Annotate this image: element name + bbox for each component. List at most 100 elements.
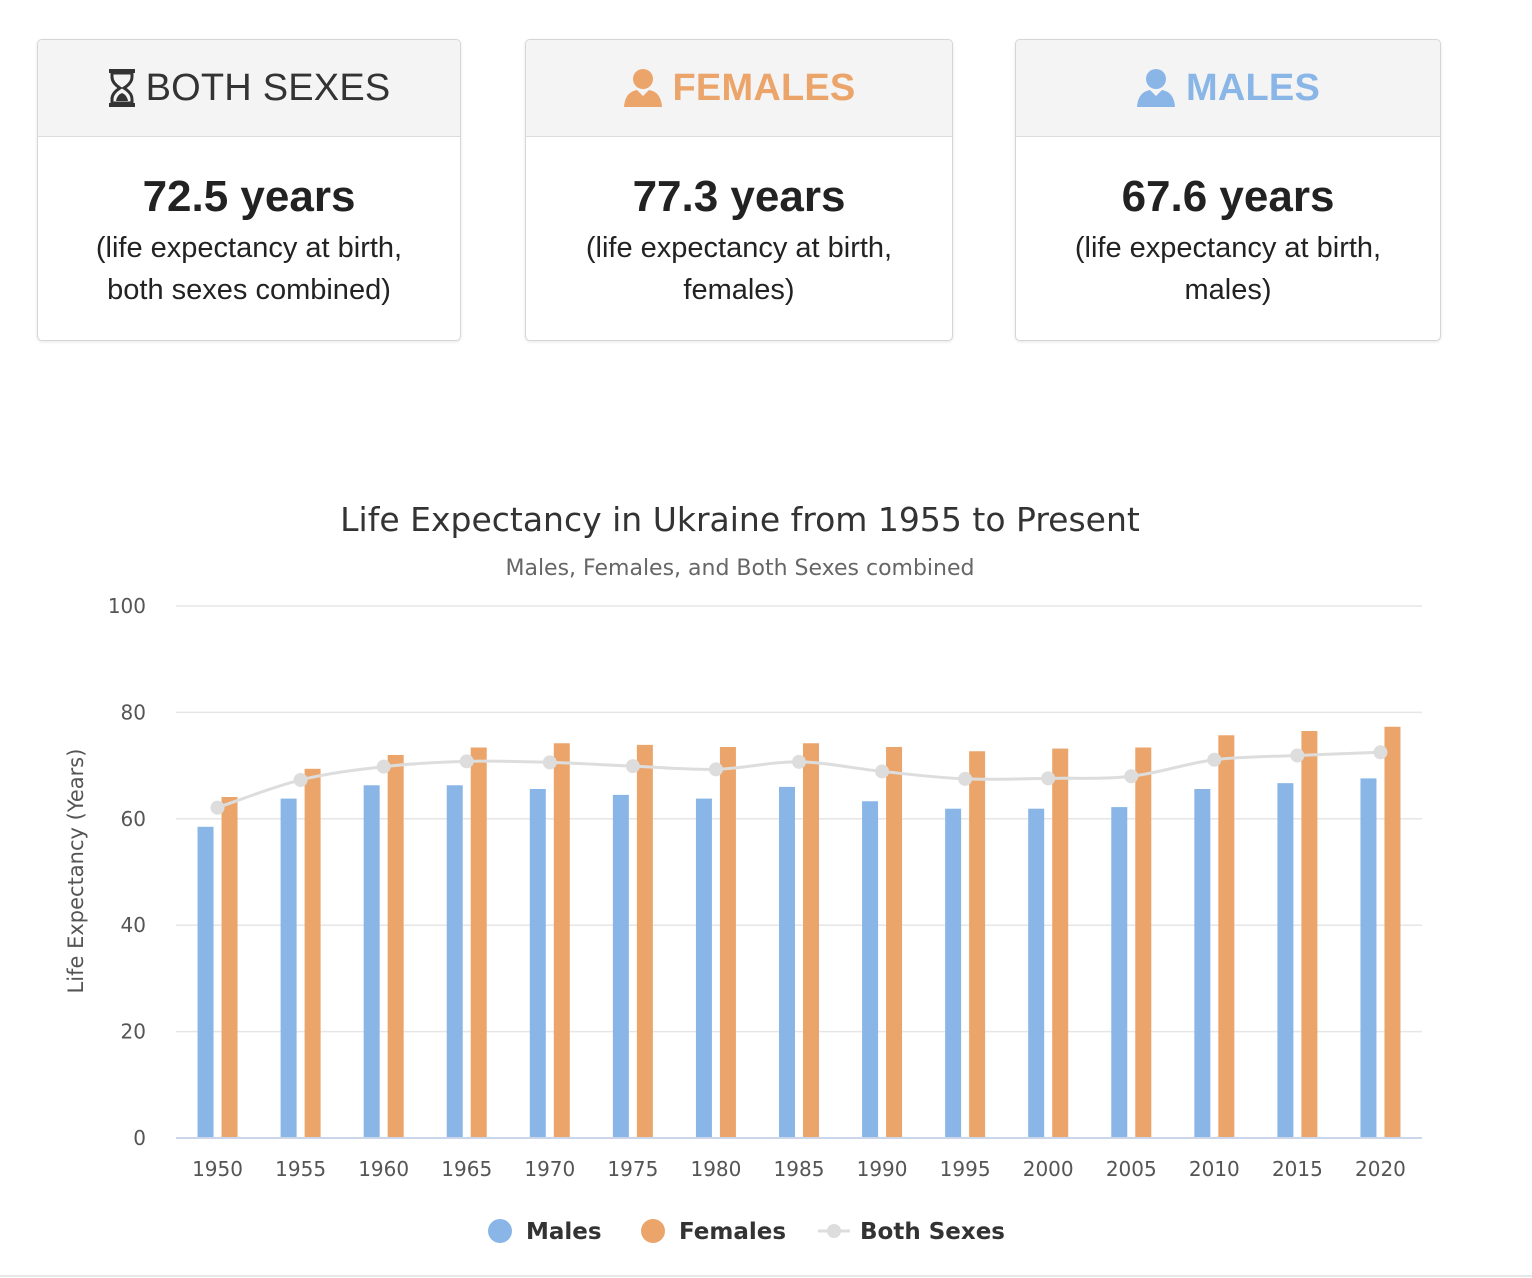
- x-tick-label: 1990: [857, 1157, 908, 1181]
- legend-label: Both Sexes: [860, 1219, 1005, 1245]
- legend-item-both-sexes[interactable]: Both Sexes: [818, 1219, 1005, 1245]
- point-both-sexes[interactable]: [1207, 752, 1222, 767]
- point-both-sexes[interactable]: [459, 754, 474, 769]
- y-tick-label: 0: [133, 1126, 146, 1150]
- y-tick-label: 60: [121, 807, 146, 831]
- y-tick-label: 20: [121, 1020, 146, 1044]
- chart-bars: [197, 726, 1401, 1138]
- x-tick-label: 1985: [774, 1157, 825, 1181]
- card-females-header: FEMALES: [526, 40, 952, 137]
- card-both-sexes-desc-line2: both sexes combined): [107, 274, 391, 307]
- bar-males[interactable]: [197, 826, 214, 1138]
- chart-legend[interactable]: Males Females Both Sexes: [488, 1219, 1005, 1245]
- bar-males[interactable]: [446, 785, 463, 1138]
- point-both-sexes[interactable]: [1290, 748, 1305, 763]
- legend-marker: [641, 1219, 665, 1243]
- bar-females[interactable]: [1218, 735, 1235, 1138]
- bar-females[interactable]: [1301, 731, 1318, 1138]
- x-tick-label: 1980: [690, 1157, 741, 1181]
- bar-males[interactable]: [1028, 808, 1045, 1138]
- legend-item-males[interactable]: Males: [488, 1219, 602, 1245]
- point-both-sexes[interactable]: [1041, 771, 1056, 786]
- bar-males[interactable]: [529, 789, 546, 1138]
- bar-females[interactable]: [636, 744, 653, 1138]
- bar-females[interactable]: [1135, 747, 1152, 1138]
- bar-males[interactable]: [1360, 778, 1377, 1138]
- card-males-desc-line1: (life expectancy at birth,: [1074, 232, 1382, 265]
- point-both-sexes[interactable]: [625, 759, 640, 774]
- bar-females[interactable]: [969, 751, 986, 1138]
- bar-males[interactable]: [945, 808, 962, 1138]
- bar-males[interactable]: [1194, 789, 1211, 1138]
- card-males-title: MALES: [1186, 67, 1320, 109]
- user-icon: [623, 69, 662, 107]
- bar-males[interactable]: [280, 798, 297, 1138]
- card-females-title: FEMALES: [672, 67, 856, 109]
- y-axis-title: Life Expectancy (Years): [64, 749, 88, 994]
- user-icon: [1137, 69, 1175, 107]
- legend-marker: [827, 1224, 841, 1238]
- card-both-sexes: BOTH SEXES 72.5 years (life expectancy a…: [37, 39, 461, 341]
- bar-males[interactable]: [779, 786, 795, 1138]
- chart-axes: 0 20 40 60 80 100 1950 1955 1960 1965 1970 1975 1980…: [108, 594, 1422, 1181]
- point-both-sexes[interactable]: [708, 762, 723, 777]
- point-both-sexes[interactable]: [792, 754, 806, 769]
- bar-females[interactable]: [1384, 726, 1401, 1138]
- y-tick-label: 40: [121, 913, 146, 937]
- legend-label: Females: [679, 1219, 786, 1245]
- x-tick-label: 2010: [1189, 1157, 1240, 1181]
- page-bottom-rule: [0, 1275, 1532, 1277]
- point-both-sexes[interactable]: [958, 771, 973, 786]
- point-both-sexes[interactable]: [1124, 769, 1139, 784]
- legend-marker: [488, 1219, 512, 1243]
- point-both-sexes[interactable]: [1373, 745, 1388, 760]
- bar-males[interactable]: [862, 801, 879, 1138]
- bar-females[interactable]: [803, 743, 819, 1138]
- bar-females[interactable]: [470, 747, 487, 1138]
- bar-females[interactable]: [387, 754, 404, 1138]
- card-males-value: 67.6 years: [1121, 172, 1335, 221]
- card-both-sexes-title: BOTH SEXES: [145, 67, 391, 109]
- bar-females[interactable]: [886, 746, 903, 1138]
- bar-males[interactable]: [1277, 783, 1294, 1138]
- x-tick-label: 1995: [940, 1157, 991, 1181]
- bar-females[interactable]: [553, 743, 570, 1138]
- bar-males[interactable]: [1111, 807, 1128, 1138]
- legend-item-females[interactable]: Females: [641, 1219, 786, 1245]
- point-both-sexes[interactable]: [376, 759, 391, 774]
- point-both-sexes[interactable]: [542, 755, 557, 770]
- bar-males[interactable]: [695, 798, 712, 1138]
- x-tick-label: 2015: [1272, 1157, 1323, 1181]
- card-females-desc-line1: (life expectancy at birth,: [585, 232, 893, 265]
- card-males: MALES 67.6 years (life expectancy at bir…: [1015, 39, 1441, 341]
- chart-title: Life Expectancy in Ukraine from 1955 to …: [340, 500, 1140, 539]
- bar-females[interactable]: [719, 746, 736, 1138]
- x-tick-label: 2020: [1355, 1157, 1406, 1181]
- card-females-desc-line2: females): [683, 274, 795, 307]
- x-tick-label: 2005: [1106, 1157, 1157, 1181]
- chart-subtitle: Males, Females, and Both Sexes combined: [505, 556, 974, 581]
- hourglass-icon: [108, 69, 135, 107]
- bar-males[interactable]: [612, 794, 629, 1138]
- card-males-header: MALES: [1016, 40, 1440, 137]
- bar-males[interactable]: [363, 785, 380, 1138]
- y-tick-label: 80: [121, 700, 146, 724]
- card-females-value: 77.3 years: [632, 172, 846, 221]
- x-tick-label: 1950: [192, 1157, 243, 1181]
- card-both-sexes-value: 72.5 years: [142, 172, 356, 221]
- x-tick-label: 1960: [358, 1157, 409, 1181]
- bar-females[interactable]: [221, 796, 238, 1138]
- point-both-sexes[interactable]: [875, 764, 890, 779]
- bar-females[interactable]: [304, 768, 321, 1138]
- chart-gridlines: [176, 605, 1422, 1033]
- chart-both-sexes-line: [210, 745, 1388, 815]
- card-both-sexes-desc-line1: (life expectancy at birth,: [95, 232, 403, 265]
- x-tick-label: 1975: [607, 1157, 658, 1181]
- card-females: FEMALES 77.3 years (life expectancy at b…: [525, 39, 953, 341]
- x-tick-label: 1970: [524, 1157, 575, 1181]
- bar-females[interactable]: [1052, 748, 1069, 1138]
- point-both-sexes[interactable]: [293, 772, 308, 787]
- point-both-sexes[interactable]: [210, 800, 225, 815]
- x-tick-label: 1965: [441, 1157, 492, 1181]
